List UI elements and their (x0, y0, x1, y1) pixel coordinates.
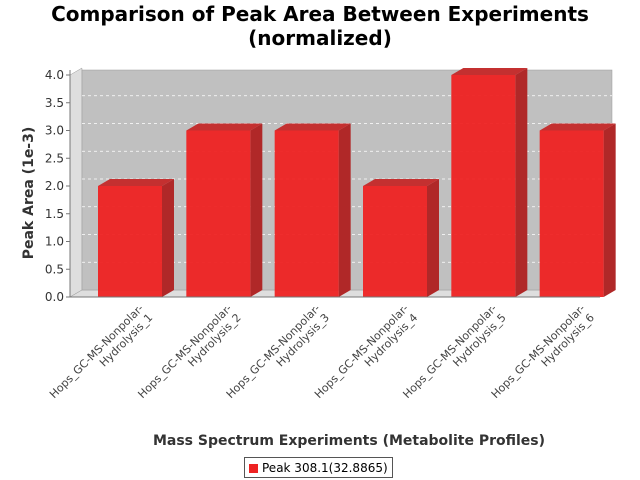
bar-top (98, 179, 174, 186)
bar-side (427, 179, 439, 297)
chart-title-line-1: Comparison of Peak Area Between Experime… (51, 2, 589, 26)
y-axis-label: Peak Area (1e-3) (21, 127, 37, 260)
bar (98, 179, 174, 297)
bar-top (274, 123, 351, 131)
y-tick-label: 0.0 (45, 290, 64, 304)
y-tick-label: 2.0 (45, 179, 64, 193)
bar-side (162, 179, 174, 297)
bar-top (186, 123, 263, 131)
bar-top (539, 123, 616, 131)
bar (451, 68, 528, 297)
bars (98, 68, 616, 297)
bar-side (250, 123, 263, 297)
legend: Peak 308.1(32.8865) (244, 457, 393, 478)
x-axis: Hops_GC-MS-Nonpolar-Hydrolysis_1Hops_GC-… (47, 296, 600, 401)
bar-front (274, 130, 339, 297)
chart-title: Comparison of Peak Area Between Experime… (0, 2, 640, 50)
bar-side (603, 123, 616, 297)
y-tick-label: 1.0 (45, 235, 64, 249)
bar-top (451, 68, 528, 75)
x-axis-label: Mass Spectrum Experiments (Metabolite Pr… (153, 433, 545, 449)
y-tick-label: 3.5 (45, 96, 64, 110)
y-tick-label: 1.5 (45, 207, 64, 221)
plot-left-wall (69, 67, 83, 298)
y-axis: 0.0 0.5 1.0 1.5 2.0 2.5 3.0 3.5 4.0 (45, 68, 71, 304)
y-tick-label: 3.0 (45, 124, 64, 138)
chart-title-line-2: (normalized) (248, 26, 392, 50)
legend-swatch (249, 464, 258, 473)
bar (274, 123, 351, 297)
bar-front (98, 186, 162, 297)
y-tick-label: 0.5 (45, 262, 64, 276)
bar-front (451, 75, 516, 297)
legend-label: Peak 308.1(32.8865) (262, 461, 388, 475)
bar (186, 123, 263, 297)
bar (363, 179, 439, 297)
bar-front (186, 130, 251, 297)
y-tick-label: 2.5 (45, 151, 64, 165)
x-tick-label-line: Hops_GC-MS-Nonpolar- (47, 302, 146, 401)
y-tick-label: 4.0 (45, 68, 64, 82)
bar-front (539, 130, 604, 297)
bar-side (338, 123, 351, 297)
bar-top (363, 179, 439, 186)
bar (539, 123, 616, 297)
bar-front (363, 186, 427, 297)
bar-side (515, 68, 528, 297)
